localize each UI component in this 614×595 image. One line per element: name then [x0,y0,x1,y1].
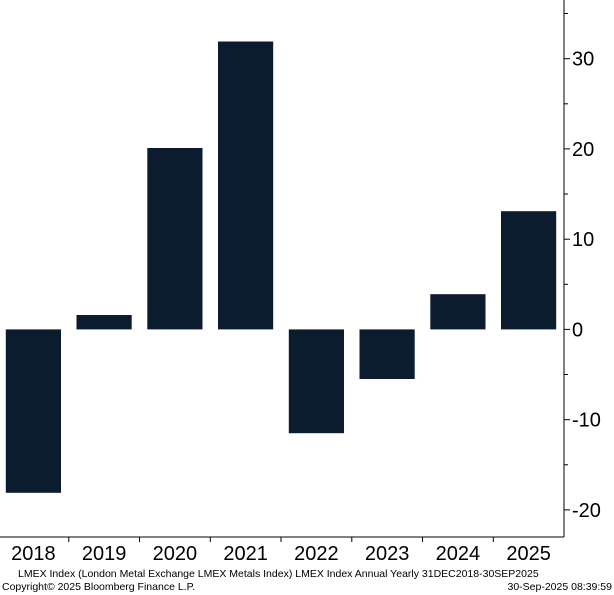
bars-group [5,41,557,493]
y-tick-label: 10 [572,229,594,251]
bar-2018 [5,329,62,493]
bar-2020 [147,148,203,330]
bar-2023 [359,329,415,379]
bar-2025 [501,211,557,330]
y-tick-label: 0 [572,319,583,341]
footer-description: LMEX Index (London Metal Exchange LMEX M… [18,568,539,580]
x-tick-label: 2024 [436,543,481,565]
bar-2021 [218,41,274,330]
x-axis: 2018 2019 2020 2021 2022 2023 2024 2025 [0,536,564,565]
x-tick-label: 2023 [365,543,410,565]
x-tick-label: 2022 [294,543,339,565]
x-tick-label: 2021 [223,543,268,565]
bar-2024 [430,294,486,330]
bar-2022 [288,329,344,434]
footer-timestamp: 30-Sep-2025 08:39:59 [507,581,612,593]
y-tick-label: 20 [572,139,594,161]
x-tick-label: 2018 [11,543,56,565]
x-tick-label: 2025 [506,543,551,565]
y-tick-label: 30 [572,49,594,71]
x-tick-label: 2020 [153,543,198,565]
y-tick-label: -10 [572,410,601,432]
footer-copyright: Copyright© 2025 Bloomberg Finance L.P. [2,581,196,593]
bar-2019 [76,315,132,330]
y-axis: -20 -10 0 10 20 30 [563,0,601,537]
x-tick-label: 2019 [82,543,127,565]
y-tick-label: -20 [572,500,601,522]
